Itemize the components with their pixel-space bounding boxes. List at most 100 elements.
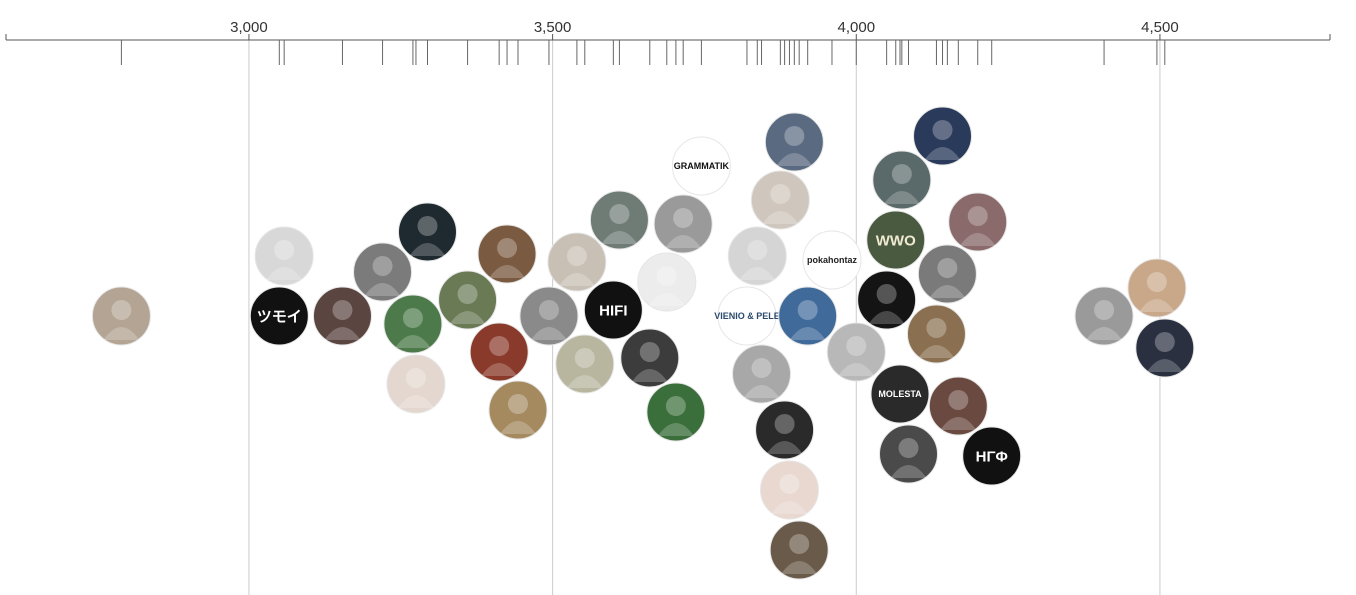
portrait-shoulders (631, 369, 668, 382)
bubble (769, 520, 829, 580)
portrait-icon (769, 520, 829, 580)
bubble (312, 286, 372, 346)
portrait-shoulders (959, 233, 996, 246)
portrait-icon (727, 226, 787, 286)
portrait-head (779, 474, 800, 494)
portrait-shoulders (762, 211, 799, 224)
bubble (589, 190, 649, 250)
portrait-icon (383, 294, 443, 354)
portrait-icon (386, 354, 446, 414)
portrait-shoulders (324, 327, 361, 340)
portrait-icon (254, 226, 314, 286)
portrait-icon (477, 224, 537, 284)
portrait-icon (755, 400, 815, 460)
portrait-shoulders (665, 235, 702, 248)
portrait-icon (732, 344, 792, 404)
portrait-head (770, 184, 791, 204)
portrait-shoulders (648, 293, 685, 306)
bubble (755, 400, 815, 460)
portrait-icon (759, 460, 819, 520)
bubble (383, 294, 443, 354)
portrait-head (797, 300, 818, 320)
portrait-head (457, 284, 478, 304)
portrait-shoulders (566, 375, 603, 388)
portrait-head (789, 534, 810, 554)
bubble (547, 232, 607, 292)
portrait-shoulders (776, 153, 813, 166)
portrait-shoulders (883, 191, 920, 204)
portrait-head (489, 336, 510, 356)
bubble (759, 460, 819, 520)
portrait-head (926, 318, 947, 338)
portrait-shoulders (449, 311, 486, 324)
bubble (727, 226, 787, 286)
portrait-shoulders (103, 327, 140, 340)
portrait-head (967, 206, 988, 226)
portrait-icon (1127, 258, 1187, 318)
bubble (802, 230, 862, 290)
portrait-shoulders (890, 465, 927, 478)
portrait-shoulders (499, 421, 536, 434)
bubble-label: WWO (876, 232, 916, 249)
portrait-head (665, 396, 686, 416)
logo-icon: GRAMMATIK (671, 136, 731, 196)
logo-icon: VIENIO & PELE (714, 286, 780, 346)
portrait-head (497, 238, 518, 258)
bubble (917, 244, 977, 304)
x-tick-label: 3,500 (534, 19, 572, 36)
portrait-icon (928, 376, 988, 436)
portrait-icon (906, 304, 966, 364)
bubble (397, 202, 457, 262)
portrait-shoulders (266, 267, 303, 280)
portrait-shoulders (781, 561, 818, 574)
portrait-icon (750, 170, 810, 230)
bubble (717, 286, 777, 346)
portrait-shoulders (601, 231, 638, 244)
portrait-head (507, 394, 528, 414)
portrait-head (948, 390, 969, 410)
portrait-icon (826, 322, 886, 382)
portrait-icon (555, 334, 615, 394)
bubble (962, 426, 1022, 486)
portrait-shoulders (743, 385, 780, 398)
bubble (928, 376, 988, 436)
bubble (469, 322, 529, 382)
portrait-head (1146, 272, 1167, 292)
portrait-shoulders (481, 363, 518, 376)
portrait-head (1154, 332, 1175, 352)
bubble-label: ツモイ (257, 308, 302, 325)
portrait-head (609, 204, 630, 224)
portrait-head (784, 126, 805, 146)
x-axis-ticks: 3,000 3,500 4,000 4,500 (230, 19, 1179, 40)
bubble (879, 424, 939, 484)
portrait-shoulders (394, 335, 431, 348)
portrait-icon (547, 232, 607, 292)
bubble-label: GRAMMATIK (674, 161, 730, 171)
portrait-shoulders (397, 395, 434, 408)
portrait-head (372, 256, 393, 276)
bubble (583, 280, 643, 340)
portrait-head (332, 300, 353, 320)
logo-icon: WWO (866, 210, 926, 270)
bubble (870, 364, 930, 424)
bubble (732, 344, 792, 404)
portrait-head (898, 438, 919, 458)
portrait-head (937, 258, 958, 278)
portrait-icon (917, 244, 977, 304)
portrait-head (566, 246, 587, 266)
portrait-head (538, 300, 559, 320)
x-tick-label: 4,000 (838, 19, 876, 36)
portrait-head (751, 358, 772, 378)
portrait-icon (397, 202, 457, 262)
bubble (764, 112, 824, 172)
portrait-icon (519, 286, 579, 346)
portrait-shoulders (409, 243, 446, 256)
portrait-head (111, 300, 132, 320)
bubble-label: pokahontaz (807, 255, 858, 265)
portrait-head (774, 414, 795, 434)
bubble (519, 286, 579, 346)
portrait-head (846, 336, 867, 356)
portrait-shoulders (1086, 327, 1123, 340)
bubble (646, 382, 706, 442)
portrait-icon (857, 270, 917, 330)
